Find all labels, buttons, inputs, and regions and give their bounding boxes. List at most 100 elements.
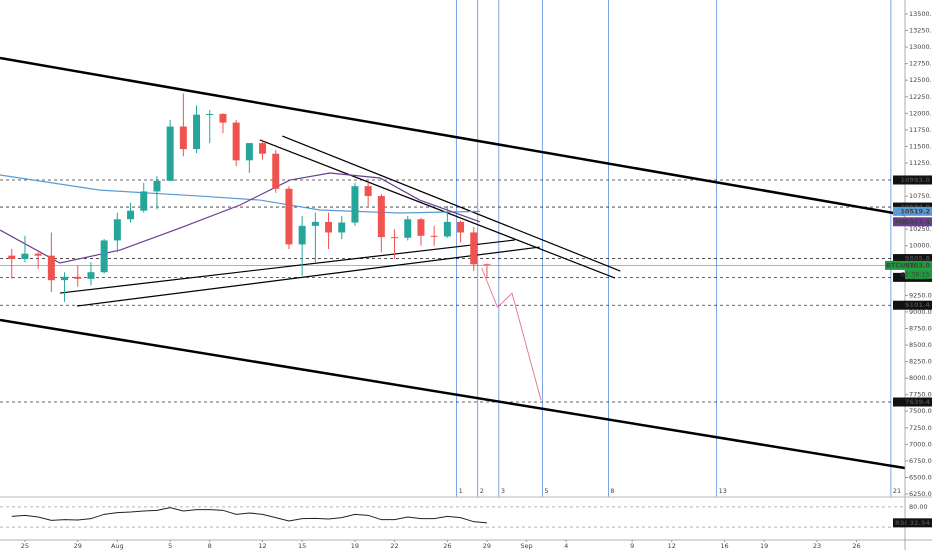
y-tick-label: 7250.0 [909,424,932,432]
x-tick-label: 12 [668,542,676,550]
x-tick-label: Aug [111,542,124,550]
candle-body [113,219,121,241]
y-tick-label: 13500.0 [909,10,932,18]
price-badge: 10993.0 [893,175,932,185]
candle-body [140,191,148,211]
badge-label: 32.54 [909,519,930,527]
y-tick-label: 7000.0 [909,440,932,448]
price-badge: 10361.4 [893,217,932,227]
time-zone-label: 8 [610,487,614,495]
rsi-line [11,507,487,524]
y-tick-label: 11250.0 [909,159,932,167]
candle-body [338,222,346,233]
price-badge: 9703.0 [885,260,932,270]
time-zone-label: 21 [893,487,901,495]
candle-body [298,225,306,245]
y-tick-label: 8750.0 [909,324,932,332]
y-tick-label: 13000.0 [909,43,932,51]
badge-bg [885,260,932,270]
price-badge: 32.54 [893,518,932,528]
candle-body [74,276,82,279]
price-badge: 9805.8 [893,254,932,264]
moving-average [0,174,480,214]
badge-label: 9805.8 [905,255,931,263]
y-tick-label: 12750.0 [909,60,932,68]
candle-body [245,143,253,161]
time-zone-label: 1 [459,487,463,495]
candle-body [34,253,42,256]
time-zone-label: 3 [501,487,505,495]
x-tick-label: 16 [720,542,728,550]
x-tick-label: 23 [813,542,821,550]
x-tick-label: 22 [390,542,398,550]
trendline [59,239,515,294]
x-tick-label: 29 [483,542,491,550]
x-tick-label: Sep [520,542,532,550]
badge-bg [893,518,932,528]
badge-label: 9101.4 [905,301,931,309]
candle-body [61,276,69,281]
candle-body [325,221,333,233]
candle-body [483,264,491,266]
x-tick-label: 12 [258,542,266,550]
y-tick-label: 9000.0 [909,308,932,316]
candle-body [193,114,201,150]
candle-body [470,232,478,265]
x-tick-label: 25 [21,542,29,550]
x-tick-label: 19 [760,542,768,550]
candle-body [232,122,240,161]
x-tick-label: 19 [351,542,359,550]
candle-body [127,210,135,220]
y-tick-label: 12500.0 [909,76,932,84]
badge-label: 10519.2 [900,207,930,215]
y-tick-label: 7500.0 [909,407,932,415]
y-tick-label: 10000.0 [909,242,932,250]
candle-body [47,255,55,281]
candle-body [87,272,95,279]
candle-body [377,196,385,238]
candle-body [21,253,29,259]
y-tick-label: 12250.0 [909,93,932,101]
y-tick-label: 9250.0 [909,291,932,299]
candle-body [457,221,465,233]
x-tick-label: 15 [298,542,306,550]
candle-body [351,186,359,223]
candle-body [100,240,108,273]
y-tick-label: 6750.0 [909,457,932,465]
y-tick-label: 8000.0 [909,374,932,382]
badge-name: MA [895,218,907,226]
candle-body [391,237,399,239]
y-tick-label: 8500.0 [909,341,932,349]
y-tick-label: 13250.0 [909,27,932,35]
x-tick-label: 4 [564,542,568,550]
x-tick-label: 8 [208,542,212,550]
moving-average [0,172,481,264]
x-tick-label: 5 [168,542,172,550]
candle-body [153,180,161,192]
badge-bg [893,175,932,185]
candle-body [272,153,280,189]
price-badge: 10519.2 [893,206,932,216]
trendline [0,318,905,470]
price-badge: 7639.4 [893,397,932,407]
candle-body [311,221,319,226]
time-zone-label: 13 [719,487,727,495]
badge-label: 10361.4 [900,218,930,226]
candle-body [166,126,174,181]
x-tick-label: 9 [630,542,634,550]
candle-body [430,235,438,237]
price-badge: 9101.4 [893,300,932,310]
badge-bg [893,217,932,227]
x-tick-label: 29 [74,542,82,550]
trendline [259,139,616,279]
rsi-tick-label: 80.00 [909,503,928,511]
candle-body [259,143,267,154]
y-tick-label: 10250.0 [909,225,932,233]
y-tick-label: 6250.0 [909,490,932,498]
badge-bg [893,397,932,407]
badge-label: 10993.0 [900,176,930,184]
y-tick-label: 11500.0 [909,142,932,150]
candle-body [219,113,227,123]
y-tick-label: 8250.0 [909,358,932,366]
